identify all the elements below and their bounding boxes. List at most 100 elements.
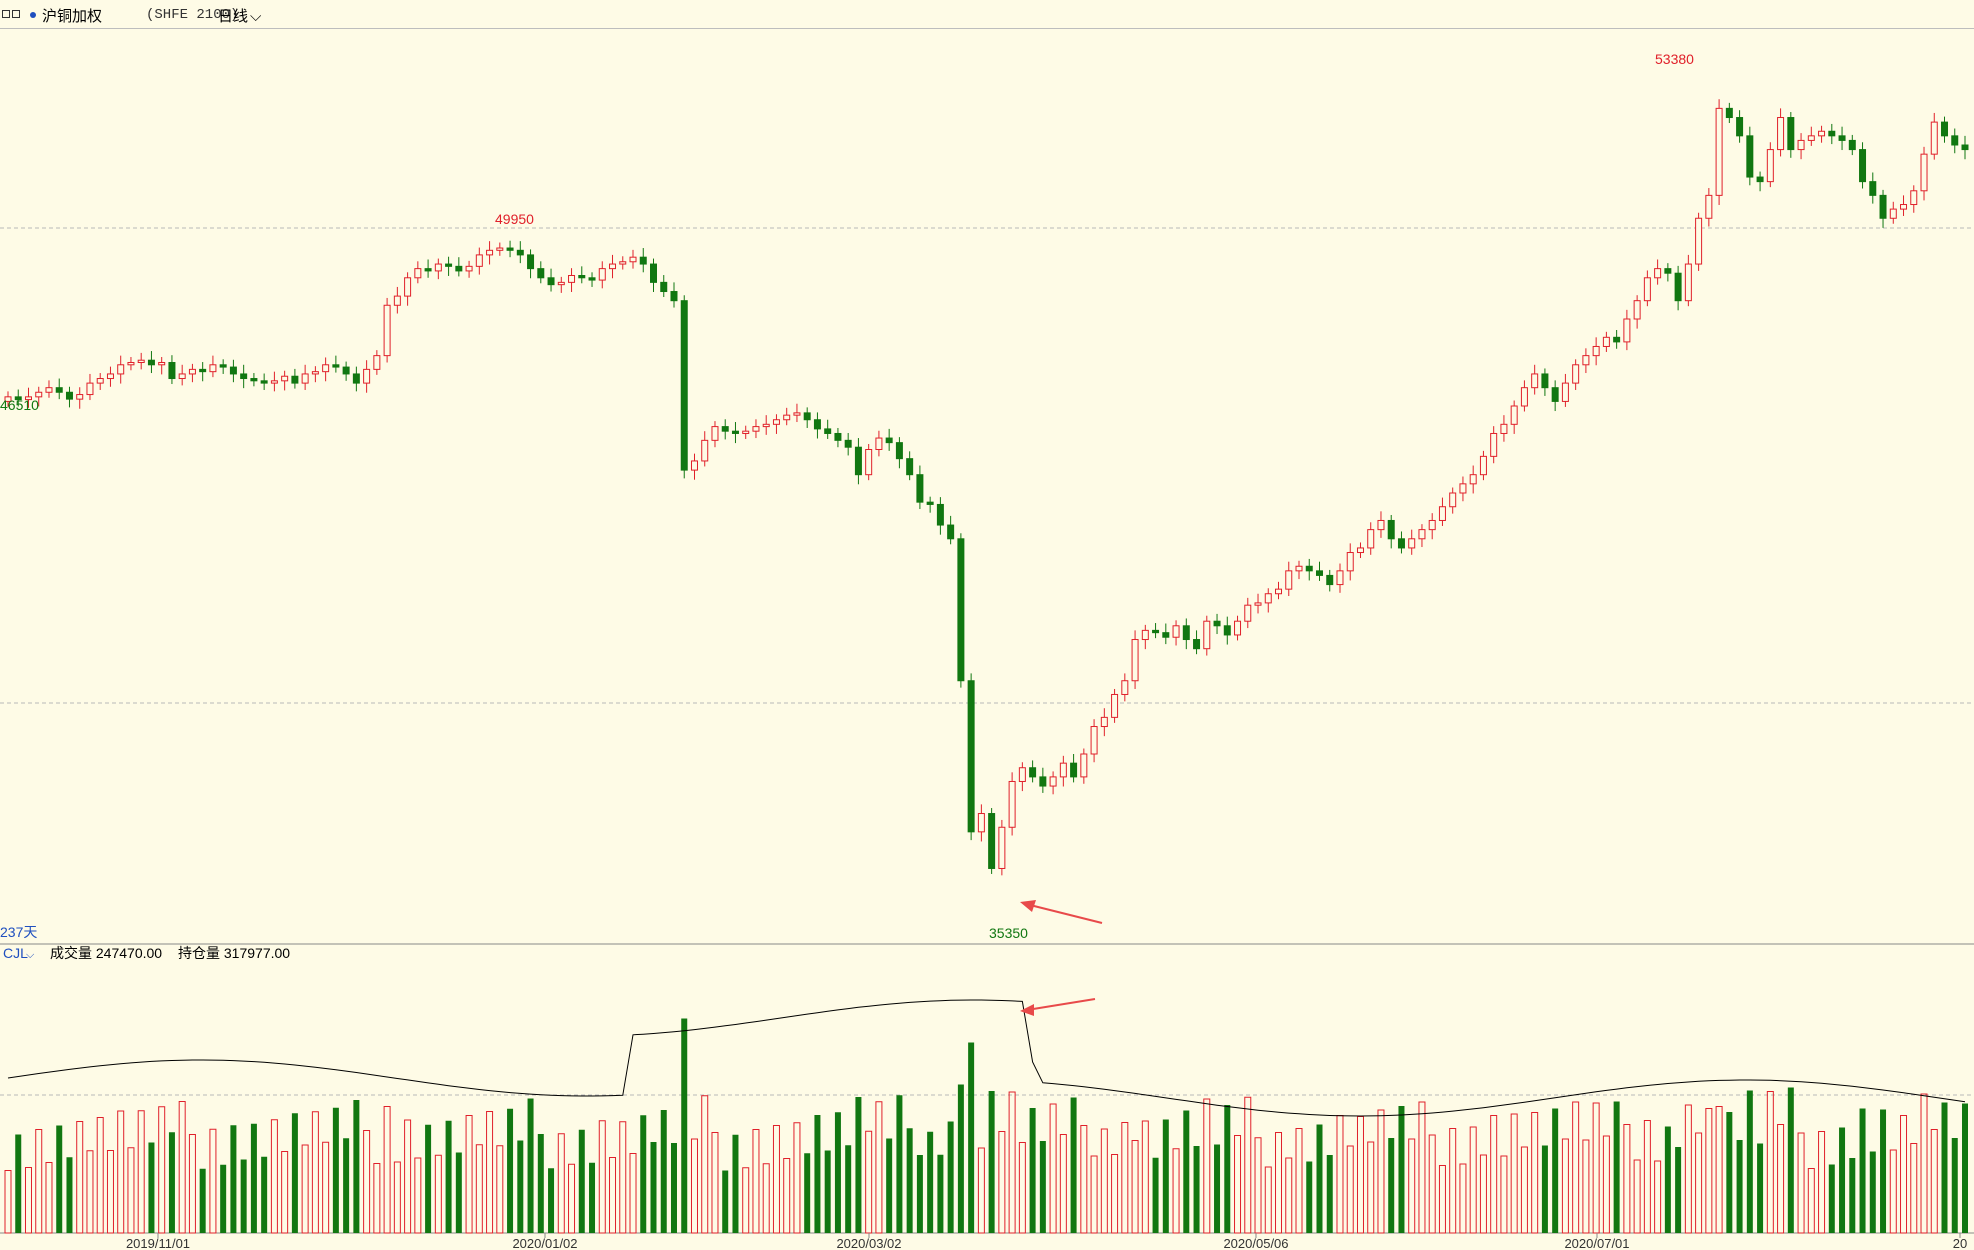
low-arrow-annotation (1020, 900, 1103, 924)
volume-bar (1910, 1143, 1918, 1234)
candle-body (1039, 776, 1047, 787)
candle-body (1428, 519, 1436, 531)
candle-body (1305, 565, 1313, 572)
volume-bar (1859, 1108, 1866, 1233)
volume-bar (670, 1143, 677, 1233)
volume-bar (896, 1095, 903, 1233)
volume-bar (1787, 1087, 1794, 1233)
volume-bar (629, 1153, 637, 1234)
volume-value: 成交量 247470.00 (50, 945, 162, 961)
volume-bar (230, 1125, 237, 1233)
candle-body (1572, 364, 1580, 384)
volume-bar (793, 1122, 801, 1234)
volume-bar (117, 1110, 125, 1234)
open-interest-line (7, 999, 1966, 1117)
period-select[interactable]: 日线 ⌵ (218, 5, 261, 26)
candle-body (270, 380, 278, 384)
open-interest-value: 持仓量 317977.00 (178, 945, 290, 961)
volume-bar (1162, 1119, 1169, 1233)
volume-bar (373, 1163, 381, 1234)
candle-body (1438, 506, 1446, 521)
candle-body (1397, 538, 1405, 549)
volume-bar (1715, 1106, 1723, 1234)
volume-bar (168, 1132, 175, 1233)
candle-body (711, 426, 719, 441)
x-axis: 2019/11/01 2020/01/02 2020/03/02 2020/05/06… (126, 1233, 1967, 1250)
candle-body (1500, 423, 1508, 434)
volume-bar (445, 1120, 452, 1233)
volume-bar (598, 1120, 606, 1234)
candle-body (916, 474, 924, 503)
volume-bar (1336, 1115, 1344, 1234)
symbol-name[interactable]: 沪铜加权 (42, 8, 103, 25)
candle-body (1930, 121, 1938, 155)
candle-body (1838, 135, 1846, 141)
candle-body (660, 281, 668, 293)
volume-bar (291, 1113, 298, 1233)
volume-bar (404, 1119, 412, 1234)
volume-bar (824, 1150, 831, 1233)
candle-body (178, 373, 186, 380)
volume-bar (1920, 1093, 1928, 1234)
chart-canvas[interactable]: 49950 53380 35350 46510 237天 CJL ⌵ 成交量 2… (0, 28, 1974, 1250)
x-tick-label: 2019/11/01 (126, 1236, 190, 1250)
candle-body (86, 382, 94, 396)
candle-body (65, 391, 73, 400)
candle-body (496, 247, 504, 251)
candle-body (1900, 204, 1908, 210)
candle-body (1766, 149, 1774, 183)
volume-bar (1029, 1108, 1036, 1233)
volume-bar (722, 1170, 729, 1233)
candle-body (1941, 121, 1949, 137)
volume-bar (1449, 1128, 1457, 1234)
volume-bars (4, 1018, 1968, 1234)
candle-body (1029, 767, 1037, 778)
indicator-name[interactable]: CJL (3, 945, 28, 961)
candle-body (988, 813, 996, 869)
volume-bar (281, 1151, 289, 1234)
volume-bar (690, 1138, 698, 1234)
volume-bar (783, 1158, 791, 1234)
candle-body (475, 254, 483, 267)
candle-body (670, 291, 678, 302)
candle-body (834, 432, 842, 441)
candle-body (854, 446, 862, 476)
candle-body (1715, 107, 1723, 196)
volume-bar (845, 1145, 852, 1233)
volume-bar (1285, 1157, 1293, 1234)
volume-bar (1807, 1168, 1815, 1234)
volume-bar (1367, 1141, 1375, 1234)
volume-bar (1552, 1108, 1559, 1233)
candle-body (1264, 593, 1272, 604)
indicator-dropdown-icon[interactable]: ⌵ (26, 949, 35, 961)
volume-bar (1797, 1132, 1805, 1234)
candle-body (465, 265, 473, 272)
volume-bar (1500, 1155, 1508, 1234)
volume-bar (1849, 1158, 1856, 1233)
candle-body (793, 412, 801, 416)
volume-bar (589, 1162, 596, 1233)
x-tick-label: 2020/01/02 (512, 1236, 577, 1250)
volume-bar (1930, 1129, 1938, 1234)
candle-body (1203, 620, 1211, 650)
volume-bar (855, 1097, 862, 1233)
candle-body (1469, 474, 1477, 485)
volume-bar (1295, 1128, 1303, 1234)
chart-type-icon[interactable] (2, 10, 20, 18)
volume-bar (1141, 1120, 1149, 1234)
volume-bar (988, 1091, 995, 1233)
candle-body (875, 437, 883, 451)
volume-bar (834, 1112, 841, 1233)
volume-bar (1633, 1159, 1641, 1234)
candle-body (96, 378, 104, 384)
volume-bar (507, 1108, 514, 1233)
candle-body (947, 524, 955, 540)
volume-bar (1705, 1108, 1713, 1234)
volume-bar (1172, 1148, 1180, 1234)
candle-body (1387, 519, 1395, 540)
volume-bar (496, 1145, 504, 1234)
candle-body (650, 263, 658, 283)
volume-bar (1839, 1127, 1846, 1233)
volume-bar (1438, 1165, 1446, 1234)
chevron-down-icon[interactable]: ⌵ (250, 8, 262, 25)
